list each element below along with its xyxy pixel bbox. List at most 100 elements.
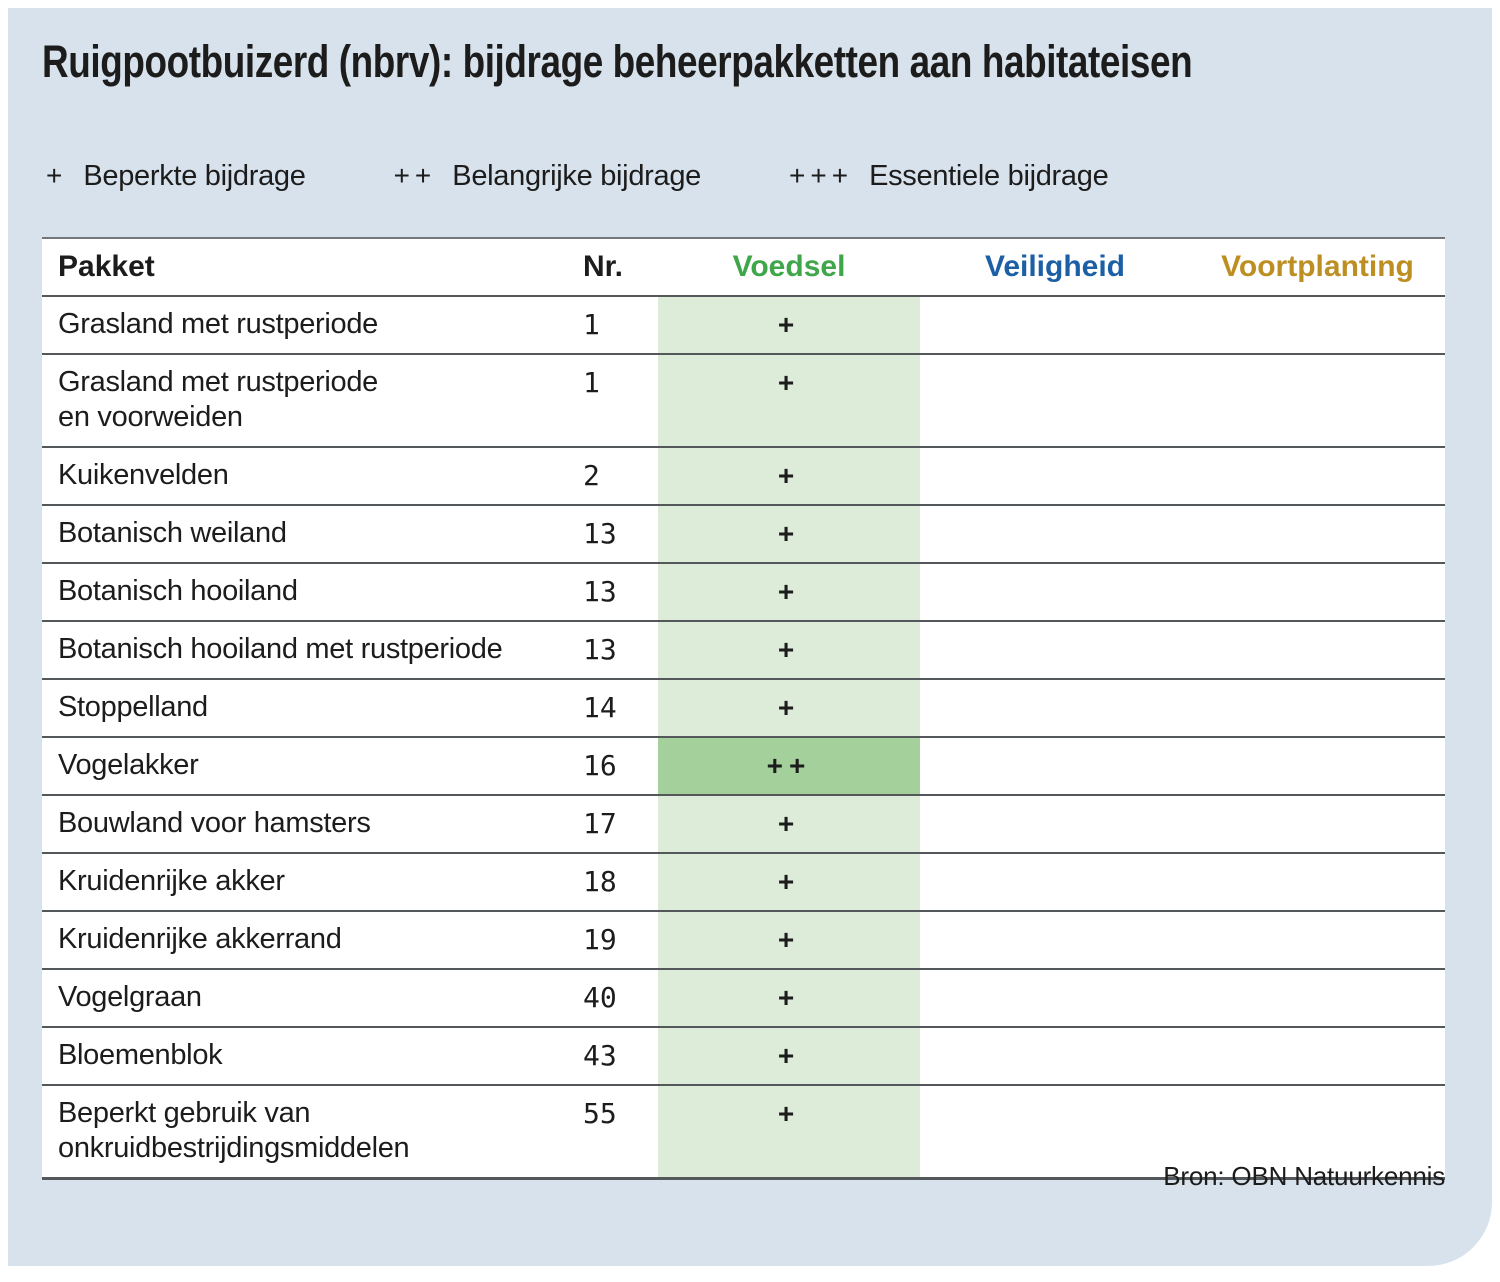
cell-voedsel: ++ — [658, 737, 920, 795]
cell-nr: 17 — [583, 807, 617, 840]
cell-voortplanting — [1190, 621, 1445, 679]
table-row: Vogelakker 16 ++ — [42, 737, 1445, 795]
table-row: Kruidenrijke akkerrand 19 + — [42, 911, 1445, 969]
table-row: Vogelgraan 40 + — [42, 969, 1445, 1027]
cell-pakket: Beperkt gebruik van onkruidbestrijdingsm… — [58, 1097, 410, 1164]
cell-veiligheid — [920, 1027, 1190, 1085]
cell-voedsel: + — [658, 1085, 920, 1179]
cell-veiligheid — [920, 447, 1190, 505]
table-header-row: Pakket Nr. Voedsel Veiligheid Voortplant… — [42, 238, 1445, 296]
cell-voortplanting — [1190, 737, 1445, 795]
cell-voortplanting — [1190, 969, 1445, 1027]
table-row: Botanisch hooiland 13 + — [42, 563, 1445, 621]
table-row: Bloemenblok 43 + — [42, 1027, 1445, 1085]
column-header-voedsel: Voedsel — [732, 250, 846, 283]
cell-voortplanting — [1190, 795, 1445, 853]
cell-veiligheid — [920, 296, 1190, 354]
cell-pakket: Bloemenblok — [58, 1039, 223, 1071]
table-row: Kuikenvelden 2 + — [42, 447, 1445, 505]
cell-voedsel: + — [658, 853, 920, 911]
cell-voortplanting — [1190, 447, 1445, 505]
cell-nr: 1 — [583, 366, 600, 399]
cell-veiligheid — [920, 354, 1190, 447]
cell-veiligheid — [920, 1085, 1190, 1179]
cell-voedsel: + — [658, 296, 920, 354]
column-header-veiligheid: Veiligheid — [984, 250, 1126, 283]
cell-veiligheid — [920, 795, 1190, 853]
cell-nr: 1 — [583, 308, 600, 341]
plus-symbol: + — [46, 160, 68, 191]
cell-voedsel: + — [658, 563, 920, 621]
cell-nr: 13 — [583, 517, 617, 550]
cell-voortplanting — [1190, 354, 1445, 447]
cell-nr: 43 — [583, 1039, 617, 1072]
table-row: Kruidenrijke akker 18 + — [42, 853, 1445, 911]
plus-plus-plus-symbol: +++ — [789, 160, 854, 191]
habitat-requirements-table: Pakket Nr. Voedsel Veiligheid Voortplant… — [42, 237, 1445, 1180]
cell-nr: 40 — [583, 981, 617, 1014]
legend-item-belangrijke: ++ Belangrijke bijdrage — [393, 160, 702, 193]
cell-nr: 18 — [583, 865, 617, 898]
cell-voedsel: + — [658, 679, 920, 737]
cell-voortplanting — [1190, 563, 1445, 621]
table-body: Grasland met rustperiode 1 + Grasland met r… — [42, 296, 1445, 1179]
cell-nr: 19 — [583, 923, 617, 956]
cell-pakket: Botanisch hooiland met rustperiode — [58, 633, 503, 665]
table-row: Grasland met rustperiode 1 + — [42, 296, 1445, 354]
cell-veiligheid — [920, 737, 1190, 795]
table-row: Grasland met rustperiode en voorweiden 1 + — [42, 354, 1445, 447]
cell-pakket: Kruidenrijke akker — [58, 865, 285, 897]
cell-pakket: Bouwland voor hamsters — [58, 807, 371, 839]
legend-label: Essentiele bijdrage — [869, 160, 1109, 192]
cell-veiligheid — [920, 911, 1190, 969]
cell-voedsel: + — [658, 969, 920, 1027]
legend-item-essentiele: +++ Essentiele bijdrage — [789, 160, 1109, 193]
cell-voortplanting — [1190, 679, 1445, 737]
source-caption: Bron: OBN Natuurkennis — [1163, 1161, 1445, 1191]
cell-pakket: Stoppelland — [58, 691, 208, 723]
legend: + Beperkte bijdrage ++ Belangrijke bijdr… — [46, 160, 1109, 193]
cell-voortplanting — [1190, 853, 1445, 911]
cell-pakket: Vogelakker — [58, 749, 199, 781]
cell-veiligheid — [920, 563, 1190, 621]
cell-veiligheid — [920, 505, 1190, 563]
cell-nr: 14 — [583, 691, 617, 724]
legend-label: Beperkte bijdrage — [83, 160, 306, 192]
cell-voortplanting — [1190, 1027, 1445, 1085]
cell-voortplanting — [1190, 911, 1445, 969]
column-header-voortplanting: Voortplanting — [1221, 250, 1414, 283]
cell-voedsel: + — [658, 795, 920, 853]
cell-nr: 13 — [583, 575, 617, 608]
plus-plus-symbol: ++ — [393, 160, 437, 191]
cell-veiligheid — [920, 679, 1190, 737]
cell-veiligheid — [920, 969, 1190, 1027]
page-title: Ruigpootbuizerd (nbrv): bijdrage beheerp… — [42, 36, 1193, 87]
cell-voortplanting — [1190, 296, 1445, 354]
cell-pakket: Grasland met rustperiode en voorweiden — [58, 366, 379, 433]
table-row: Botanisch weiland 13 + — [42, 505, 1445, 563]
cell-voortplanting — [1190, 505, 1445, 563]
table-row: Stoppelland 14 + — [42, 679, 1445, 737]
legend-label: Belangrijke bijdrage — [452, 160, 701, 192]
infographic-panel: Ruigpootbuizerd (nbrv): bijdrage beheerp… — [8, 8, 1492, 1266]
table-row: Bouwland voor hamsters 17 + — [42, 795, 1445, 853]
cell-pakket: Botanisch hooiland — [58, 575, 298, 607]
cell-voedsel: + — [658, 911, 920, 969]
cell-voedsel: + — [658, 447, 920, 505]
cell-voedsel: + — [658, 354, 920, 447]
cell-nr: 16 — [583, 749, 617, 782]
cell-pakket: Kuikenvelden — [58, 459, 229, 491]
cell-voedsel: + — [658, 1027, 920, 1085]
cell-pakket: Vogelgraan — [58, 981, 202, 1013]
cell-nr: 2 — [583, 459, 600, 492]
cell-voedsel: + — [658, 621, 920, 679]
legend-item-beperkte: + Beperkte bijdrage — [46, 160, 306, 193]
table-row: Beperkt gebruik van onkruidbestrijdingsm… — [42, 1085, 1445, 1179]
cell-pakket: Botanisch weiland — [58, 517, 287, 549]
cell-pakket: Kruidenrijke akkerrand — [58, 923, 342, 955]
column-header-nr: Nr. — [583, 250, 624, 283]
table-row: Botanisch hooiland met rustperiode 13 + — [42, 621, 1445, 679]
cell-nr: 13 — [583, 633, 617, 666]
column-header-pakket: Pakket — [58, 250, 155, 283]
cell-veiligheid — [920, 621, 1190, 679]
